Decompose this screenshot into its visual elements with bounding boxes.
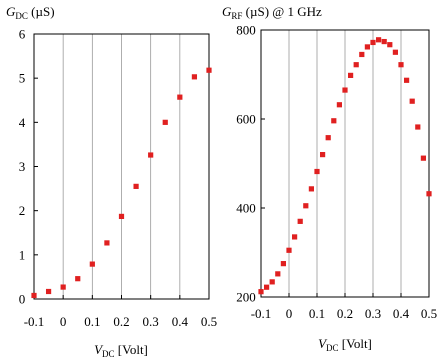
data-point (177, 94, 183, 100)
grf-chart: 200 400 600 800 -0.1 0 0.1 0.2 0.3 0.4 0.5 GRF (µS)… (222, 4, 437, 353)
x-tick-label: 0.3 (143, 314, 159, 329)
data-point (148, 152, 154, 158)
data-point (415, 124, 421, 130)
data-point (314, 168, 320, 175)
data-point (308, 186, 314, 192)
data-point (381, 38, 387, 45)
y-tick-label: 200 (236, 290, 256, 305)
data-point (370, 39, 376, 46)
data-point (348, 72, 354, 78)
x-tick-label: 0.3 (365, 306, 381, 321)
x-tick-label: 0.5 (421, 306, 437, 321)
data-point (353, 62, 359, 68)
data-point (387, 42, 393, 48)
x-tick-label: 0.2 (113, 314, 129, 329)
data-point (376, 37, 382, 43)
x-tick-label: 0 (286, 306, 293, 321)
data-point (364, 44, 370, 50)
data-point (286, 247, 292, 253)
data-point (269, 279, 275, 285)
y-axis-label: GDC (µS) (6, 4, 55, 21)
data-point (89, 261, 95, 267)
y-tick-label: 5 (19, 71, 26, 86)
data-point (342, 87, 348, 93)
data-point (303, 203, 309, 209)
data-point (426, 191, 432, 197)
x-tick-label: 0 (60, 314, 67, 329)
y-tick-label: 1 (19, 247, 26, 262)
data-point (133, 183, 139, 189)
data-point (331, 118, 337, 124)
data-point (297, 218, 303, 224)
y-tick-label: 3 (19, 159, 26, 174)
y-tick-label: 400 (236, 201, 256, 216)
data-point (392, 49, 398, 55)
y-tick-label: 4 (19, 115, 26, 130)
data-point (31, 292, 37, 299)
data-point (325, 135, 331, 141)
data-point (118, 213, 125, 220)
data-point (104, 240, 110, 246)
y-tick-label: 800 (236, 23, 256, 38)
data-point (336, 102, 342, 108)
data-point (292, 234, 298, 240)
y-tick-label: 2 (19, 203, 26, 218)
data-point (320, 152, 326, 158)
data-point (162, 119, 168, 125)
data-point (206, 67, 212, 73)
data-point (409, 98, 415, 104)
data-point (275, 271, 281, 277)
data-point (264, 284, 270, 290)
y-tick-label: 6 (19, 27, 26, 42)
y-tick-label: 0 (19, 292, 26, 307)
x-tick-label: 0.4 (393, 306, 410, 321)
data-point (398, 62, 404, 68)
data-point (45, 288, 52, 295)
y-axis-label: GRF (µS) @ 1 GHz (222, 4, 322, 21)
data-point (191, 74, 198, 80)
x-tick-label: -0.1 (24, 314, 45, 329)
x-tick-label: 0.5 (201, 314, 217, 329)
data-point (280, 261, 286, 267)
gdc-chart: 0 1 2 3 4 5 6 -0.1 0 0.1 0.2 0.3 0.4 0.5 GDC (µS) VDC [… (6, 4, 217, 359)
x-axis-label: VDC [Volt] (318, 336, 372, 353)
data-point (60, 284, 66, 290)
data-point (359, 51, 365, 58)
y-tick-label: 600 (236, 112, 256, 127)
x-tick-label: 0.1 (84, 314, 100, 329)
x-tick-label: 0.4 (172, 314, 189, 329)
x-tick-label: 0.2 (337, 306, 353, 321)
data-point (258, 289, 264, 295)
data-point (75, 276, 81, 282)
data-point (404, 77, 410, 83)
x-axis-label: VDC [Volt] (94, 342, 148, 359)
data-point (420, 155, 426, 161)
x-tick-label: 0.1 (309, 306, 325, 321)
x-tick-label: -0.1 (251, 306, 272, 321)
